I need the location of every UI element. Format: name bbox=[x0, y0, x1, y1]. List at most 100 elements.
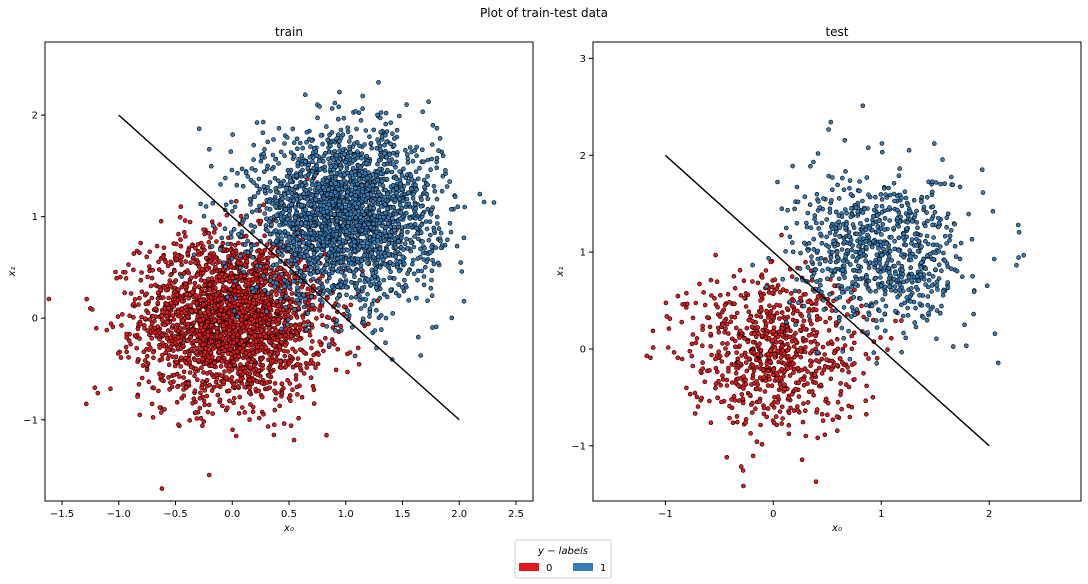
scatter-point-class-1 bbox=[286, 284, 292, 290]
scatter-point-class-1 bbox=[345, 224, 351, 229]
scatter-point-class-1 bbox=[249, 166, 255, 171]
scatter-point-class-0 bbox=[193, 246, 198, 251]
scatter-point-class-1 bbox=[262, 188, 268, 194]
scatter-point-class-0 bbox=[139, 314, 144, 320]
scatter-point-class-0 bbox=[259, 256, 265, 262]
scatter-point-class-0 bbox=[197, 339, 203, 345]
scatter-point-class-1 bbox=[274, 262, 279, 267]
scatter-point-class-1 bbox=[313, 197, 319, 202]
scatter-point-class-1 bbox=[373, 266, 379, 272]
scatter-point-class-1 bbox=[391, 162, 396, 167]
scatter-point-class-1 bbox=[223, 264, 228, 270]
scatter-point-class-1 bbox=[404, 152, 410, 157]
scatter-point-class-0 bbox=[219, 359, 225, 364]
scatter-point-class-1 bbox=[434, 196, 440, 202]
scatter-point-class-0 bbox=[237, 298, 243, 304]
scatter-point-class-1 bbox=[334, 231, 339, 237]
scatter-point-class-1 bbox=[340, 223, 346, 228]
scatter-point-class-0 bbox=[239, 305, 244, 311]
scatter-point-class-1 bbox=[334, 322, 339, 328]
scatter-point-class-0 bbox=[264, 242, 270, 248]
scatter-point-class-0 bbox=[281, 348, 287, 354]
scatter-point-class-1 bbox=[317, 167, 323, 172]
scatter-point-class-1 bbox=[225, 241, 231, 247]
scatter-point-class-1 bbox=[310, 302, 315, 308]
scatter-point-class-1 bbox=[390, 131, 395, 136]
scatter-point-class-1 bbox=[376, 80, 381, 85]
scatter-point-class-1 bbox=[337, 293, 342, 298]
scatter-point-class-1 bbox=[396, 239, 401, 244]
scatter-point-class-1 bbox=[228, 230, 234, 235]
scatter-point-class-1 bbox=[448, 229, 454, 235]
scatter-point-class-1 bbox=[254, 120, 260, 125]
scatter-point-class-0 bbox=[126, 355, 131, 360]
scatter-point-class-1 bbox=[375, 137, 380, 142]
scatter-point-class-0 bbox=[84, 296, 89, 302]
scatter-point-class-1 bbox=[345, 247, 351, 253]
scatter-point-class-0 bbox=[264, 380, 270, 385]
scatter-point-class-0 bbox=[156, 259, 161, 265]
scatter-point-class-0 bbox=[202, 310, 208, 316]
scatter-point-class-0 bbox=[271, 422, 277, 428]
scatter-point-class-0 bbox=[151, 349, 156, 355]
scatter-point-class-0 bbox=[212, 360, 217, 366]
scatter-point-class-1 bbox=[248, 223, 254, 228]
scatter-point-class-1 bbox=[403, 210, 409, 216]
scatter-point-class-1 bbox=[382, 202, 388, 207]
scatter-point-class-0 bbox=[193, 366, 199, 372]
scatter-point-class-0 bbox=[128, 291, 134, 296]
scatter-point-class-1 bbox=[365, 260, 370, 266]
scatter-point-class-0 bbox=[237, 345, 243, 351]
scatter-point-class-1 bbox=[336, 303, 341, 308]
scatter-point-class-0 bbox=[104, 327, 110, 333]
scatter-point-class-1 bbox=[267, 278, 273, 283]
scatter-point-class-0 bbox=[245, 302, 251, 308]
scatter-point-class-1 bbox=[410, 257, 416, 263]
scatter-point-class-1 bbox=[379, 134, 385, 139]
scatter-point-class-0 bbox=[277, 344, 283, 350]
scatter-point-class-0 bbox=[174, 322, 180, 328]
scatter-point-class-0 bbox=[308, 375, 314, 381]
scatter-point-class-1 bbox=[336, 159, 341, 165]
scatter-point-class-1 bbox=[282, 153, 287, 158]
scatter-point-class-0 bbox=[179, 262, 184, 268]
scatter-point-class-0 bbox=[84, 401, 89, 407]
scatter-point-class-0 bbox=[194, 300, 200, 306]
scatter-point-class-1 bbox=[311, 146, 317, 151]
scatter-point-class-1 bbox=[286, 235, 292, 240]
scatter-point-class-0 bbox=[126, 262, 131, 267]
scatter-point-class-1 bbox=[429, 156, 435, 162]
scatter-point-class-1 bbox=[267, 231, 273, 237]
scatter-point-class-0 bbox=[164, 301, 170, 307]
scatter-point-class-0 bbox=[226, 388, 232, 394]
scatter-point-class-1 bbox=[328, 143, 333, 149]
scatter-point-class-1 bbox=[311, 251, 317, 256]
scatter-point-class-1 bbox=[367, 306, 373, 312]
scatter-point-class-1 bbox=[324, 256, 329, 261]
scatter-point-class-0 bbox=[207, 253, 213, 259]
scatter-point-class-0 bbox=[161, 245, 167, 251]
scatter-point-class-0 bbox=[185, 314, 191, 320]
scatter-point-class-0 bbox=[230, 427, 235, 433]
scatter-point-class-0 bbox=[124, 349, 129, 355]
scatter-point-class-1 bbox=[409, 177, 415, 182]
scatter-point-class-0 bbox=[177, 374, 182, 379]
scatter-point-class-1 bbox=[338, 127, 344, 133]
scatter-point-class-1 bbox=[257, 203, 262, 209]
scatter-point-class-0 bbox=[204, 393, 210, 399]
scatter-point-class-1 bbox=[344, 199, 350, 205]
scatter-point-class-0 bbox=[253, 272, 259, 278]
scatter-point-class-1 bbox=[357, 243, 363, 249]
scatter-point-class-1 bbox=[316, 285, 322, 291]
scatter-point-class-1 bbox=[393, 254, 399, 260]
scatter-point-class-1 bbox=[418, 353, 424, 358]
scatter-point-class-1 bbox=[346, 139, 352, 144]
scatter-point-class-0 bbox=[127, 313, 132, 319]
scatter-point-class-1 bbox=[233, 278, 238, 284]
scatter-point-class-0 bbox=[258, 320, 264, 326]
scatter-point-class-1 bbox=[294, 297, 300, 303]
scatter-point-class-1 bbox=[262, 211, 268, 216]
scatter-point-class-1 bbox=[296, 301, 302, 307]
scatter-point-class-1 bbox=[306, 211, 311, 216]
scatter-point-class-1 bbox=[358, 118, 364, 123]
